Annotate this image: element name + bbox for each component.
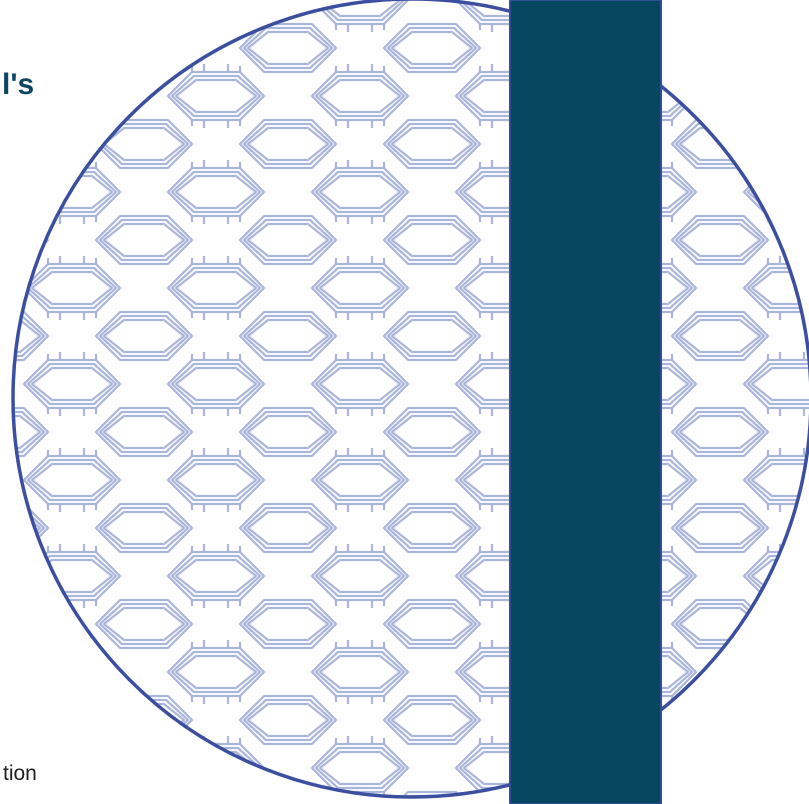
circle-outline xyxy=(11,0,809,799)
body-text-fragment: tion xyxy=(3,762,37,785)
heading-fragment: l's xyxy=(2,68,35,101)
vertical-bar xyxy=(509,0,662,804)
